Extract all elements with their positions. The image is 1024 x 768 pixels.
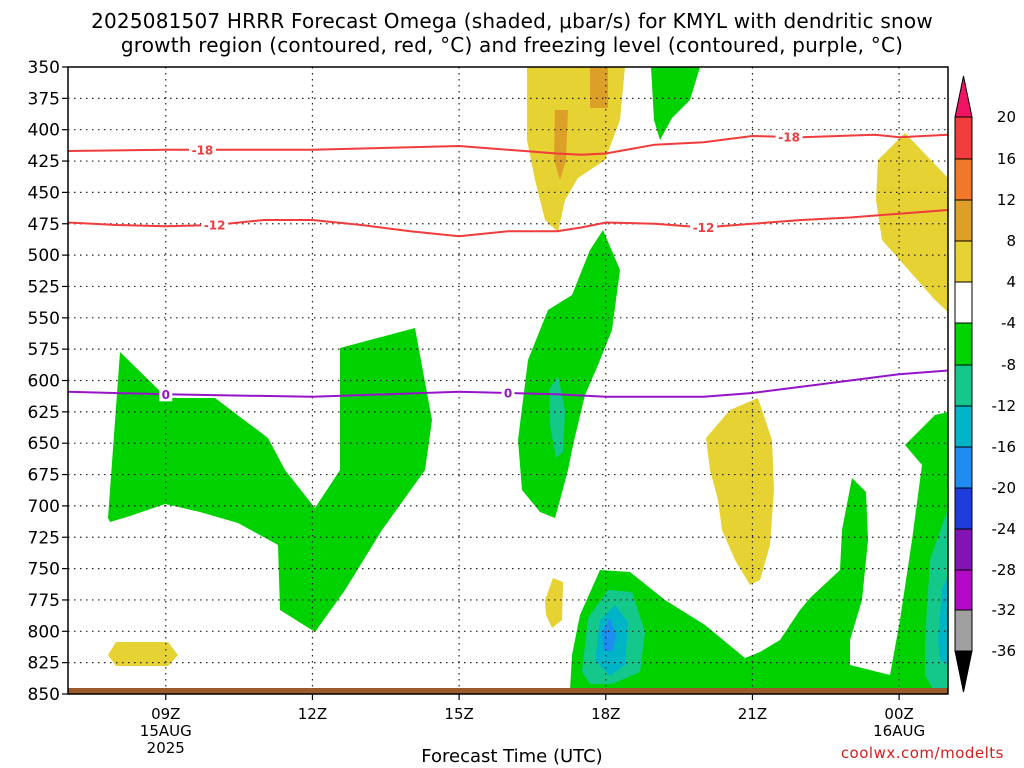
y-tick-label: 475 [28,215,60,235]
colorbar-label: -36 [992,642,1017,660]
y-tick-label: 750 [28,560,60,580]
x-tick-date: 15AUG [140,722,192,740]
contour-label-bg [690,220,718,235]
surface-strip [68,688,948,694]
y-tick-label: 725 [28,528,60,548]
colorbar-swatch [954,322,973,366]
y-tick-label: 775 [28,591,60,611]
shaded-omega-regions [108,67,948,690]
colorbar-label: 12 [997,191,1016,209]
colorbar: 20 16 12 8 4 -4 -8 -12 -16 -20 -24 -28 -32 -36 [954,75,1017,693]
positive-omega-region [706,398,774,585]
y-tick-label: 350 [28,58,60,78]
y-tick-label: 600 [28,372,60,392]
colorbar-label: -20 [992,479,1017,497]
y-tick-label: 375 [28,89,60,109]
y-tick-label: 500 [28,246,60,266]
positive-omega-region [527,67,625,232]
colorbar-swatch [954,609,973,652]
contour-label-bg [159,387,173,402]
colorbar-swatch [954,158,973,201]
colorbar-swatch [954,569,973,611]
colorbar-label: -12 [992,397,1017,415]
contour-label: -18 [192,143,214,157]
y-tick-label: 650 [28,434,60,454]
colorbar-label: 4 [1006,273,1016,291]
y-tick-label: 675 [28,466,60,486]
x-axis-title: Forecast Time (UTC) [421,746,603,767]
colorbar-swatch [954,240,973,283]
y-tick-label: 825 [28,654,60,674]
colorbar-swatch [954,528,973,571]
contour-label: 0 [162,388,170,402]
y-tick-label: 550 [28,309,60,329]
negative-omega-core [549,376,565,458]
contour-label-bg [188,142,216,157]
positive-omega-region [876,133,948,312]
colorbar-swatch [954,487,973,530]
colorbar-label: -24 [992,520,1017,538]
y-tick-label: 575 [28,340,60,360]
x-tick-label: 09Z [151,705,180,723]
grid-lines [68,67,948,694]
colorbar-swatch [954,199,973,242]
y-tick-label: 525 [28,277,60,297]
contour-label: 0 [504,387,512,401]
colorbar-label: -28 [992,561,1017,579]
y-tick-label: 625 [28,403,60,423]
positive-omega-region [545,578,563,628]
colorbar-swatch [954,75,973,118]
colorbar-label: -16 [992,438,1017,456]
y-tick-label: 850 [28,685,60,705]
positive-omega-region [108,642,178,666]
negative-omega-region [570,412,948,690]
colorbar-label: -32 [992,601,1017,619]
negative-omega-region [518,230,620,518]
y-axis: 350 375 400 425 450 475 500 525 550 575 600 625 650 6… [28,58,68,705]
colorbar-label: 8 [1006,232,1016,250]
y-tick-label: 425 [28,152,60,172]
contour-label: -18 [778,130,800,144]
site-credit[interactable]: coolwx.com/modelts [840,744,1004,762]
colorbar-label: 20 [997,108,1016,126]
x-tick-year: 2025 [147,739,185,757]
chart-title-line1: 2025081507 HRRR Forecast Omega (shaded, … [91,9,933,33]
negative-omega-core [938,575,948,665]
contour-0 [68,369,948,398]
x-tick-label: 00Z [884,705,913,723]
y-tick-label: 800 [28,622,60,642]
colorbar-swatch [954,405,973,448]
contour--18 [68,133,948,156]
y-tick-label: 450 [28,183,60,203]
colorbar-label: 16 [997,150,1016,168]
colorbar-swatch [954,281,973,324]
contour-label-bg [201,218,229,233]
colorbar-swatch [954,446,973,489]
contour-label-bg [775,129,803,144]
colorbar-swatch [954,116,973,160]
x-tick-label: 15Z [444,705,473,723]
chart-title-line2: growth region (contoured, red, °C) and f… [120,33,904,57]
x-tick-date: 16AUG [873,722,925,740]
negative-omega-region [651,67,700,140]
colorbar-swatch [954,364,973,407]
colorbar-label: -4 [1001,314,1016,332]
positive-omega-core [590,67,608,108]
positive-omega-core [554,110,568,180]
contour-label: -12 [204,219,226,233]
colorbar-label: -8 [1001,356,1016,374]
y-tick-label: 700 [28,497,60,517]
negative-omega-region [108,328,432,632]
x-tick-label: 18Z [591,705,620,723]
colorbar-swatch [954,650,973,693]
contour-label: -12 [693,221,715,235]
contour-label-bg [501,386,515,401]
x-tick-label: 12Z [298,705,327,723]
x-tick-label: 21Z [738,705,767,723]
y-tick-label: 400 [28,121,60,141]
contour-lines: -18 -18 -12 -12 0 0 [68,129,948,402]
